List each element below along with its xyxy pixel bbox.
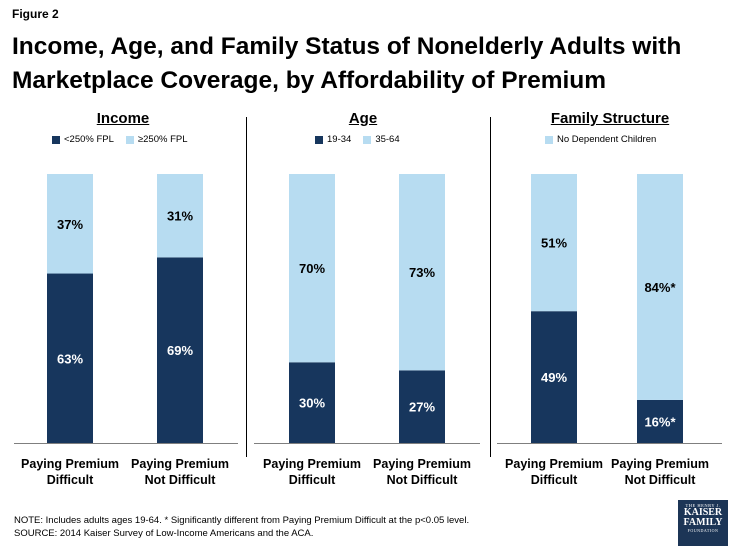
bar-segment-age-0-1 [289, 174, 335, 363]
x-label-line: Paying Premium [505, 457, 603, 471]
legend-label: 19-34 [327, 134, 352, 145]
x-label-age-not-difficult: Paying Premium Not Difficult [373, 456, 471, 488]
bar-segment-income-0-1 [47, 174, 93, 274]
legend-label: ≥250% FPL [137, 134, 188, 145]
panel-title-age: Age [348, 110, 378, 127]
footnote: NOTE: Includes adults ages 19-64. * Sign… [14, 514, 469, 540]
x-label-line: Difficult [530, 473, 578, 487]
data-label-income-0-0: 63% [57, 351, 83, 366]
legend-swatch-light [545, 135, 553, 144]
x-label-family-difficult: Paying Premium Difficult [505, 456, 603, 488]
legend-label: <250% FPL [64, 134, 114, 145]
figure-label: Figure 2 [12, 7, 59, 21]
panel-divider [490, 117, 491, 457]
legend-income: <250% FPL ≥250% FPL [52, 134, 200, 145]
panel-title-family: Family Structure [550, 110, 670, 127]
x-label-line: Difficult [288, 473, 336, 487]
legend-item-no-children: No Dependent Children [545, 134, 656, 145]
title-line-1: Income, Age, and Family Status of Noneld… [12, 33, 682, 60]
bar-segment-income-1-1 [157, 174, 203, 258]
legend-label: 35-64 [375, 134, 400, 145]
x-label-line: Paying Premium [131, 457, 229, 471]
bar-segment-family-1-1 [637, 174, 683, 400]
data-label-age-0-0: 30% [299, 396, 325, 411]
legend-item-35-64: 35-64 [363, 134, 400, 145]
bar-segment-income-0-0 [47, 273, 93, 443]
legend-swatch-light [125, 135, 134, 144]
data-label-income-1-1: 31% [167, 209, 193, 224]
title-line-2: Marketplace Coverage, by Affordability o… [12, 67, 607, 94]
bar-segment-age-0-0 [289, 362, 335, 443]
legend-item-19-34: 19-34 [315, 134, 351, 145]
x-label-line: Not Difficult [144, 473, 216, 487]
x-label-line: Paying Premium [263, 457, 361, 471]
data-label-family-0-0: 49% [541, 370, 567, 385]
data-label-family-1-0: 16%* [644, 414, 676, 429]
x-label-line: Not Difficult [386, 473, 458, 487]
legend-family: No Dependent Children [545, 134, 668, 145]
x-label-income-difficult: Paying Premium Difficult [21, 456, 119, 488]
data-label-age-0-1: 70% [299, 261, 325, 276]
bar-segment-family-1-0 [637, 399, 683, 443]
x-label-line: Paying Premium [21, 457, 119, 471]
bar-segment-income-1-0 [157, 257, 203, 443]
panel-divider [246, 117, 247, 457]
logo-line-1: THE HENRY J. [685, 503, 721, 508]
kff-logo: THE HENRY J. KAISER FAMILY FOUNDATION [678, 500, 728, 546]
data-label-family-1-1: 84%* [644, 280, 676, 295]
panel-title-income: Income [96, 110, 150, 127]
legend-item-high-income: ≥250% FPL [125, 134, 188, 145]
data-label-income-0-1: 37% [57, 217, 83, 232]
x-label-income-not-difficult: Paying Premium Not Difficult [131, 456, 229, 488]
x-label-line: Difficult [46, 473, 94, 487]
legend-swatch-dark [315, 135, 323, 144]
x-label-age-difficult: Paying Premium Difficult [263, 456, 361, 488]
x-label-family-not-difficult: Paying Premium Not Difficult [611, 456, 709, 488]
bar-segment-family-0-1 [531, 174, 577, 312]
legend-label: No Dependent Children [557, 134, 657, 145]
logo-line-4: FOUNDATION [687, 528, 719, 533]
bar-segment-age-1-1 [399, 174, 445, 371]
data-label-age-1-0: 27% [409, 400, 435, 415]
legend-swatch-dark [52, 135, 60, 144]
data-label-age-1-1: 73% [409, 265, 435, 280]
logo-line-2: KAISER [683, 507, 723, 518]
bar-segment-age-1-0 [399, 370, 445, 443]
data-label-income-1-0: 69% [167, 343, 193, 358]
logo-line-3: FAMILY [683, 517, 723, 528]
legend-swatch-light [363, 135, 372, 144]
legend-item-low-income: <250% FPL [52, 134, 114, 145]
note-text: NOTE: Includes adults ages 19-64. * Sign… [14, 515, 470, 526]
legend-age: 19-34 35-64 [315, 134, 412, 145]
x-label-line: Paying Premium [611, 457, 709, 471]
x-label-line: Not Difficult [624, 473, 696, 487]
source-text: SOURCE: 2014 Kaiser Survey of Low-Income… [14, 528, 314, 539]
bar-segment-family-0-0 [531, 311, 577, 443]
chart-title: Income, Age, and Family Status of Noneld… [12, 30, 727, 98]
data-label-family-0-1: 51% [541, 236, 567, 251]
x-label-line: Paying Premium [373, 457, 471, 471]
